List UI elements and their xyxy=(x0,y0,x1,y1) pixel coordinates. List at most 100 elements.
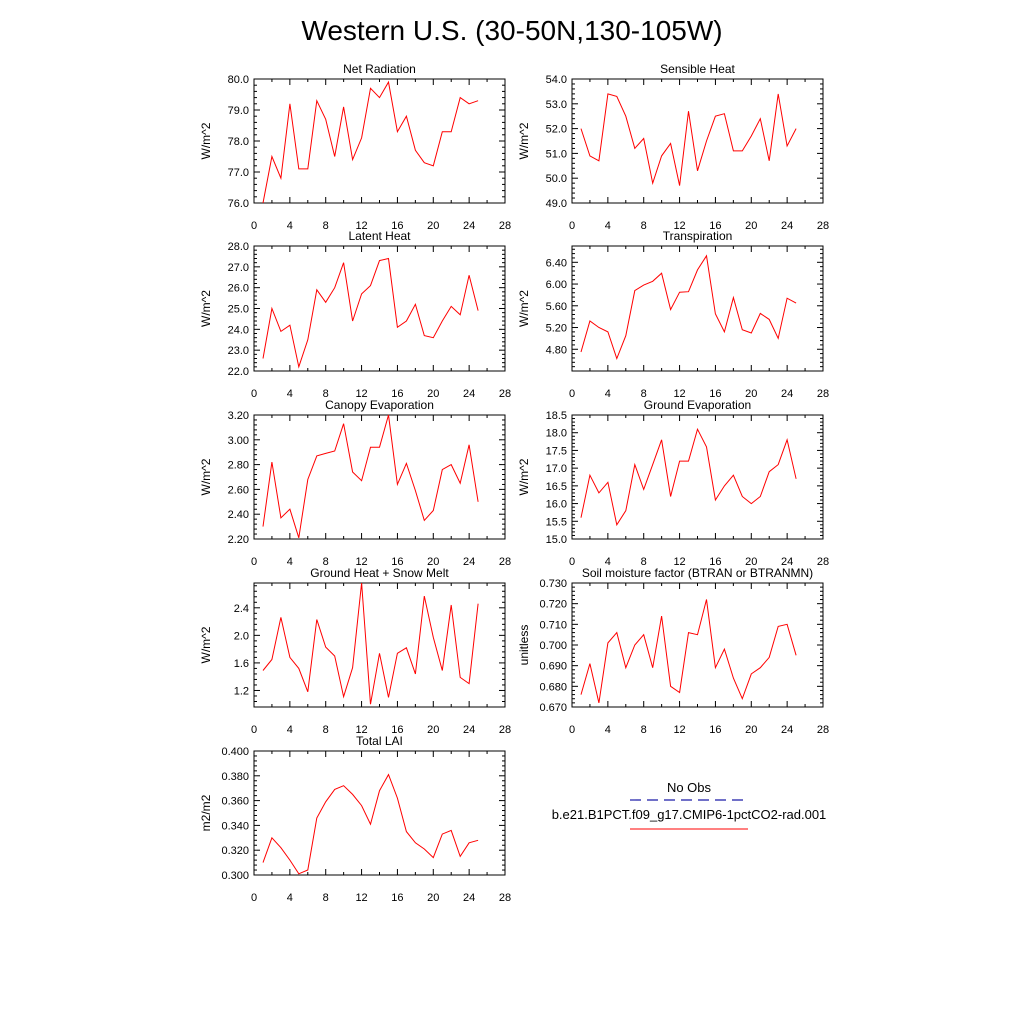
x-tick-label: 12 xyxy=(355,556,367,568)
x-tick-label: 24 xyxy=(463,892,475,904)
panels-group: Net Radiation W/m^2 0 4 8 12 16 20 24 28 76.0 77.0 7… xyxy=(199,62,829,904)
x-tick-label: 24 xyxy=(463,556,475,568)
y-tick-label: 0.680 xyxy=(539,681,567,693)
y-tick-label: 50.0 xyxy=(546,173,567,185)
y-tick-label: 15.0 xyxy=(546,534,567,546)
x-tick-label: 28 xyxy=(499,724,511,736)
x-tick-label: 24 xyxy=(463,724,475,736)
y-axis-label: W/m^2 xyxy=(199,458,213,495)
x-tick-label: 4 xyxy=(605,388,611,400)
x-tick-label: 0 xyxy=(569,724,575,736)
y-tick-label: 77.0 xyxy=(228,167,249,179)
panel-title: Net Radiation xyxy=(343,62,416,76)
panel-title: Latent Heat xyxy=(348,229,411,243)
x-tick-label: 0 xyxy=(251,724,257,736)
y-tick-label: 23.0 xyxy=(228,345,249,357)
y-tick-label: 51.0 xyxy=(546,148,567,160)
y-tick-label: 0.690 xyxy=(539,661,567,673)
y-tick-label: 0.670 xyxy=(539,702,567,714)
x-tick-label: 20 xyxy=(427,892,439,904)
y-tick-label: 78.0 xyxy=(228,136,249,148)
x-tick-label: 12 xyxy=(355,892,367,904)
y-tick-label: 5.20 xyxy=(546,323,567,335)
x-tick-label: 4 xyxy=(605,220,611,232)
x-tick-label: 4 xyxy=(287,388,293,400)
x-tick-label: 0 xyxy=(251,388,257,400)
y-tick-label: 15.5 xyxy=(546,516,567,528)
y-tick-label: 0.400 xyxy=(221,746,249,758)
x-tick-label: 24 xyxy=(463,220,475,232)
y-tick-label: 18.5 xyxy=(546,410,567,422)
x-tick-label: 28 xyxy=(817,388,829,400)
y-tick-label: 2.20 xyxy=(228,534,249,546)
y-tick-label: 0.320 xyxy=(221,845,249,857)
x-tick-label: 20 xyxy=(745,724,757,736)
plot-frame xyxy=(253,582,506,708)
x-tick-label: 24 xyxy=(781,724,793,736)
series-line xyxy=(262,80,479,204)
y-tick-label: 0.720 xyxy=(539,599,567,611)
x-tick-label: 12 xyxy=(673,556,685,568)
x-tick-label: 12 xyxy=(673,388,685,400)
y-axis-label: W/m^2 xyxy=(199,122,213,159)
y-tick-label: 2.0 xyxy=(234,630,249,642)
y-axis-label: W/m^2 xyxy=(517,290,531,327)
x-tick-label: 20 xyxy=(427,724,439,736)
x-tick-label: 4 xyxy=(605,724,611,736)
x-tick-label: 0 xyxy=(569,388,575,400)
figure-title: Western U.S. (30-50N,130-105W) xyxy=(301,15,722,46)
x-tick-label: 8 xyxy=(641,388,647,400)
x-tick-label: 20 xyxy=(745,388,757,400)
x-tick-label: 20 xyxy=(745,220,757,232)
plot-frame xyxy=(253,245,506,372)
y-tick-label: 27.0 xyxy=(228,262,249,274)
x-tick-label: 16 xyxy=(709,220,721,232)
y-tick-label: 52.0 xyxy=(546,124,567,136)
legend-model-label: b.e21.B1PCT.f09_g17.CMIP6-1pctCO2-rad.00… xyxy=(552,807,827,822)
x-tick-label: 24 xyxy=(781,220,793,232)
y-tick-label: 4.80 xyxy=(546,344,567,356)
x-tick-label: 24 xyxy=(463,388,475,400)
y-axis-label: W/m^2 xyxy=(517,122,531,159)
series-line xyxy=(580,599,797,704)
x-tick-label: 16 xyxy=(391,220,403,232)
x-tick-label: 20 xyxy=(427,388,439,400)
x-tick-label: 16 xyxy=(391,388,403,400)
plot-frame xyxy=(571,414,824,540)
x-tick-label: 28 xyxy=(499,892,511,904)
x-tick-label: 12 xyxy=(673,220,685,232)
x-tick-label: 8 xyxy=(323,220,329,232)
x-tick-label: 12 xyxy=(673,724,685,736)
y-axis-label: W/m^2 xyxy=(199,626,213,663)
panel-ground-heat-snow-melt: Ground Heat + Snow Melt W/m^2 0 4 8 12 16 20 24 2… xyxy=(199,566,511,736)
x-tick-label: 8 xyxy=(323,724,329,736)
y-tick-label: 80.0 xyxy=(228,74,249,86)
y-tick-label: 0.360 xyxy=(221,796,249,808)
y-tick-label: 0.710 xyxy=(539,619,567,631)
y-tick-label: 79.0 xyxy=(228,105,249,117)
x-tick-label: 28 xyxy=(499,388,511,400)
plot-frame xyxy=(571,78,824,204)
x-tick-label: 8 xyxy=(323,556,329,568)
x-tick-label: 4 xyxy=(605,556,611,568)
x-tick-label: 8 xyxy=(641,724,647,736)
x-tick-label: 28 xyxy=(817,724,829,736)
panel-title: Soil moisture factor (BTRAN or BTRANMN) xyxy=(582,566,813,580)
y-axis-label: W/m^2 xyxy=(517,458,531,495)
x-tick-label: 12 xyxy=(355,220,367,232)
x-tick-label: 28 xyxy=(817,556,829,568)
x-tick-label: 24 xyxy=(781,556,793,568)
series-line xyxy=(262,582,479,705)
x-tick-label: 16 xyxy=(391,556,403,568)
x-tick-label: 4 xyxy=(287,556,293,568)
series-line xyxy=(580,93,797,186)
series-line xyxy=(580,427,797,527)
y-tick-label: 54.0 xyxy=(546,74,567,86)
x-tick-label: 4 xyxy=(287,220,293,232)
y-tick-label: 0.700 xyxy=(539,640,567,652)
y-tick-label: 3.00 xyxy=(228,435,249,447)
y-tick-label: 2.40 xyxy=(228,509,249,521)
series-line xyxy=(262,773,479,875)
x-tick-label: 0 xyxy=(251,892,257,904)
